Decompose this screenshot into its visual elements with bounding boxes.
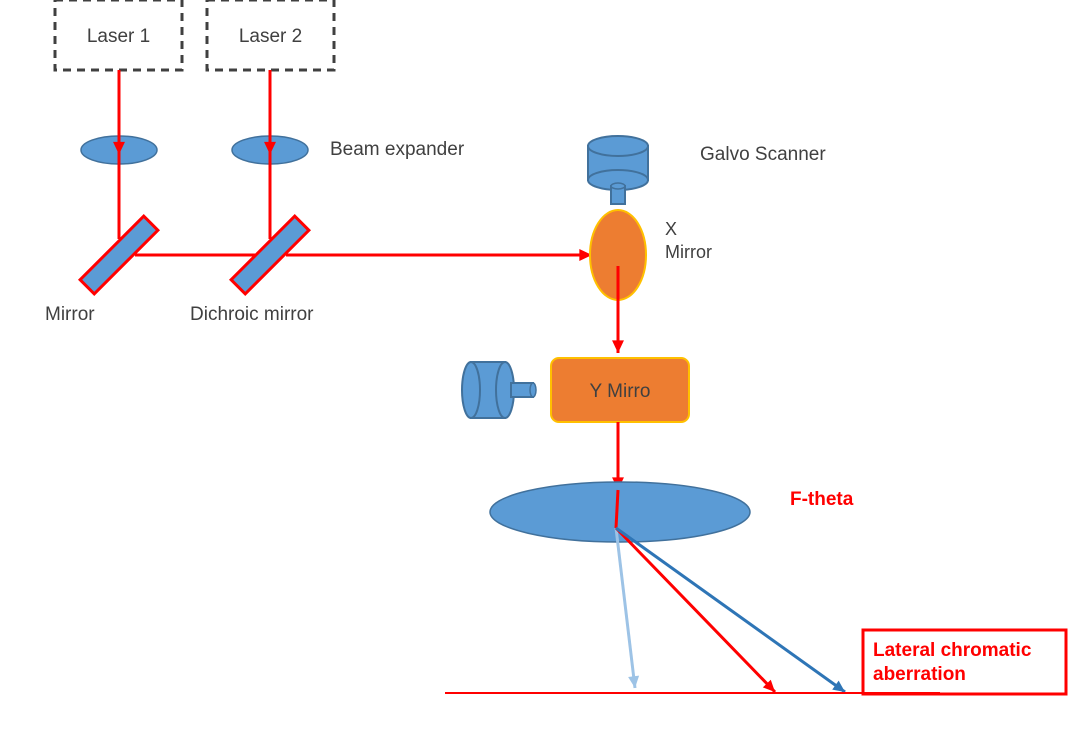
lca-label-2: aberration [873, 664, 966, 685]
ray-blue [616, 528, 845, 692]
motor-top [588, 136, 648, 204]
mirror-label: Mirror [45, 304, 95, 325]
dichroic-mirror-label: Dichroic mirror [190, 304, 314, 325]
x-mirror-label-x: X [665, 219, 677, 239]
galvo-scanner-label: Galvo Scanner [700, 144, 826, 165]
beam-expander-label: Beam expander [330, 139, 465, 160]
x-mirror-label: Mirror [665, 242, 712, 262]
ray-lightblue [616, 528, 635, 688]
y-mirror-label: Y Mirro [590, 381, 651, 402]
laser2-box-label: Laser 2 [239, 26, 302, 47]
laser1-box-label: Laser 1 [87, 26, 150, 47]
motor-left [462, 362, 536, 418]
f-theta-label: F-theta [790, 489, 854, 510]
ray-red [616, 528, 775, 692]
beam-into-lens [616, 490, 618, 528]
lca-label-1: Lateral chromatic [873, 640, 1032, 661]
